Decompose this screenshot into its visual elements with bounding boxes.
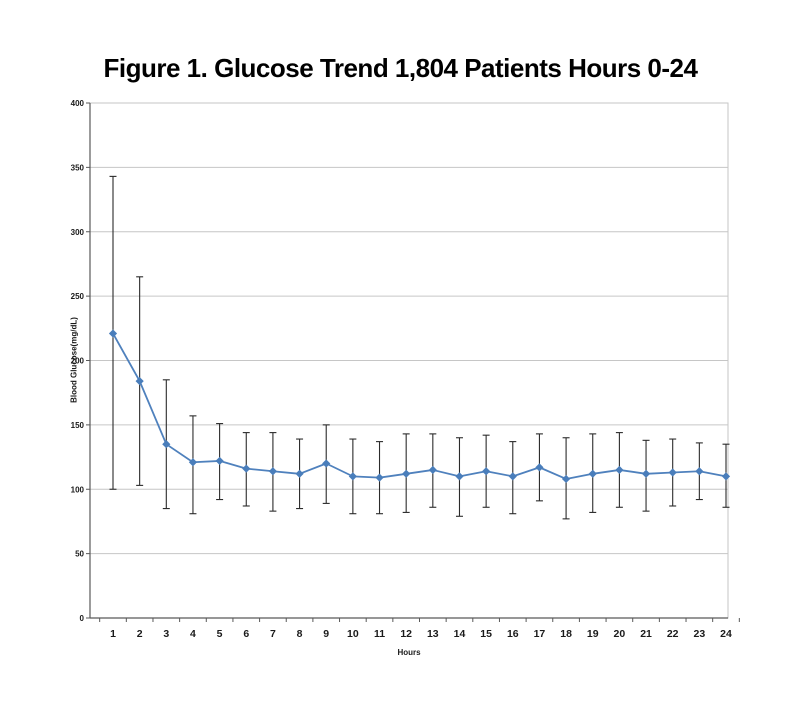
data-point-marker <box>615 465 624 475</box>
y-tick-label: 100 <box>71 485 85 494</box>
data-point-marker <box>135 376 144 386</box>
x-tick-label: 6 <box>243 628 249 640</box>
data-point-marker <box>215 456 224 466</box>
y-tick-label: 250 <box>71 292 85 301</box>
data-point-marker <box>108 329 118 338</box>
y-tick-label: 200 <box>71 357 85 366</box>
data-point-marker <box>295 469 304 478</box>
data-point-marker <box>348 472 357 481</box>
x-tick-label: 22 <box>667 628 679 640</box>
x-tick-label: 3 <box>163 628 169 640</box>
x-tick-label: 9 <box>323 628 329 640</box>
data-point-marker <box>721 472 731 481</box>
x-tick-label: 21 <box>640 628 652 640</box>
x-tick-label: 18 <box>560 628 572 640</box>
x-tick-label: 15 <box>480 628 492 640</box>
y-tick-label: 150 <box>71 421 85 430</box>
x-tick-label: 19 <box>587 628 599 640</box>
data-point-marker <box>402 469 411 478</box>
x-tick-label: 13 <box>427 628 439 640</box>
x-tick-label: 5 <box>217 628 223 640</box>
data-point-marker <box>428 465 437 475</box>
x-tick-label: 10 <box>347 628 359 640</box>
x-axis-title: Hours <box>397 648 421 657</box>
data-point-marker <box>508 472 517 481</box>
data-point-marker <box>588 469 597 478</box>
y-tick-label: 400 <box>71 99 85 108</box>
data-point-marker <box>322 459 331 468</box>
data-point-marker <box>535 463 544 472</box>
data-point-marker <box>668 468 677 477</box>
x-tick-label: 1 <box>110 628 116 640</box>
x-tick-label: 12 <box>400 628 412 640</box>
y-tick-label: 50 <box>75 550 84 559</box>
data-point-marker <box>242 464 251 473</box>
data-point-marker <box>695 467 704 476</box>
x-tick-label: 14 <box>454 628 466 640</box>
x-tick-label: 7 <box>270 628 276 640</box>
data-point-marker <box>268 467 278 476</box>
x-tick-label: 4 <box>190 628 196 640</box>
data-point-marker <box>455 472 464 481</box>
figure-title: Figure 1. Glucose Trend 1,804 Patients H… <box>103 53 698 83</box>
x-tick-label: 24 <box>720 628 732 640</box>
data-point-marker <box>561 474 571 484</box>
data-point-marker <box>162 440 171 449</box>
x-tick-label: 8 <box>297 628 303 640</box>
y-tick-label: 0 <box>80 614 85 623</box>
data-point-marker <box>188 458 198 467</box>
x-tick-label: 11 <box>374 628 385 640</box>
glucose-line <box>112 333 727 480</box>
x-tick-label: 23 <box>694 628 706 640</box>
x-tick-label: 20 <box>614 628 626 640</box>
data-point-marker <box>641 469 651 478</box>
data-point-marker <box>375 473 384 482</box>
y-axis-title: Blood Glucose(mg/dL) <box>69 317 79 403</box>
y-tick-label: 300 <box>71 228 85 237</box>
x-tick-label: 16 <box>507 628 519 640</box>
y-tick-label: 350 <box>71 163 85 172</box>
data-point-marker <box>482 467 491 476</box>
x-tick-label: 17 <box>534 628 546 640</box>
x-tick-label: 2 <box>137 628 143 640</box>
